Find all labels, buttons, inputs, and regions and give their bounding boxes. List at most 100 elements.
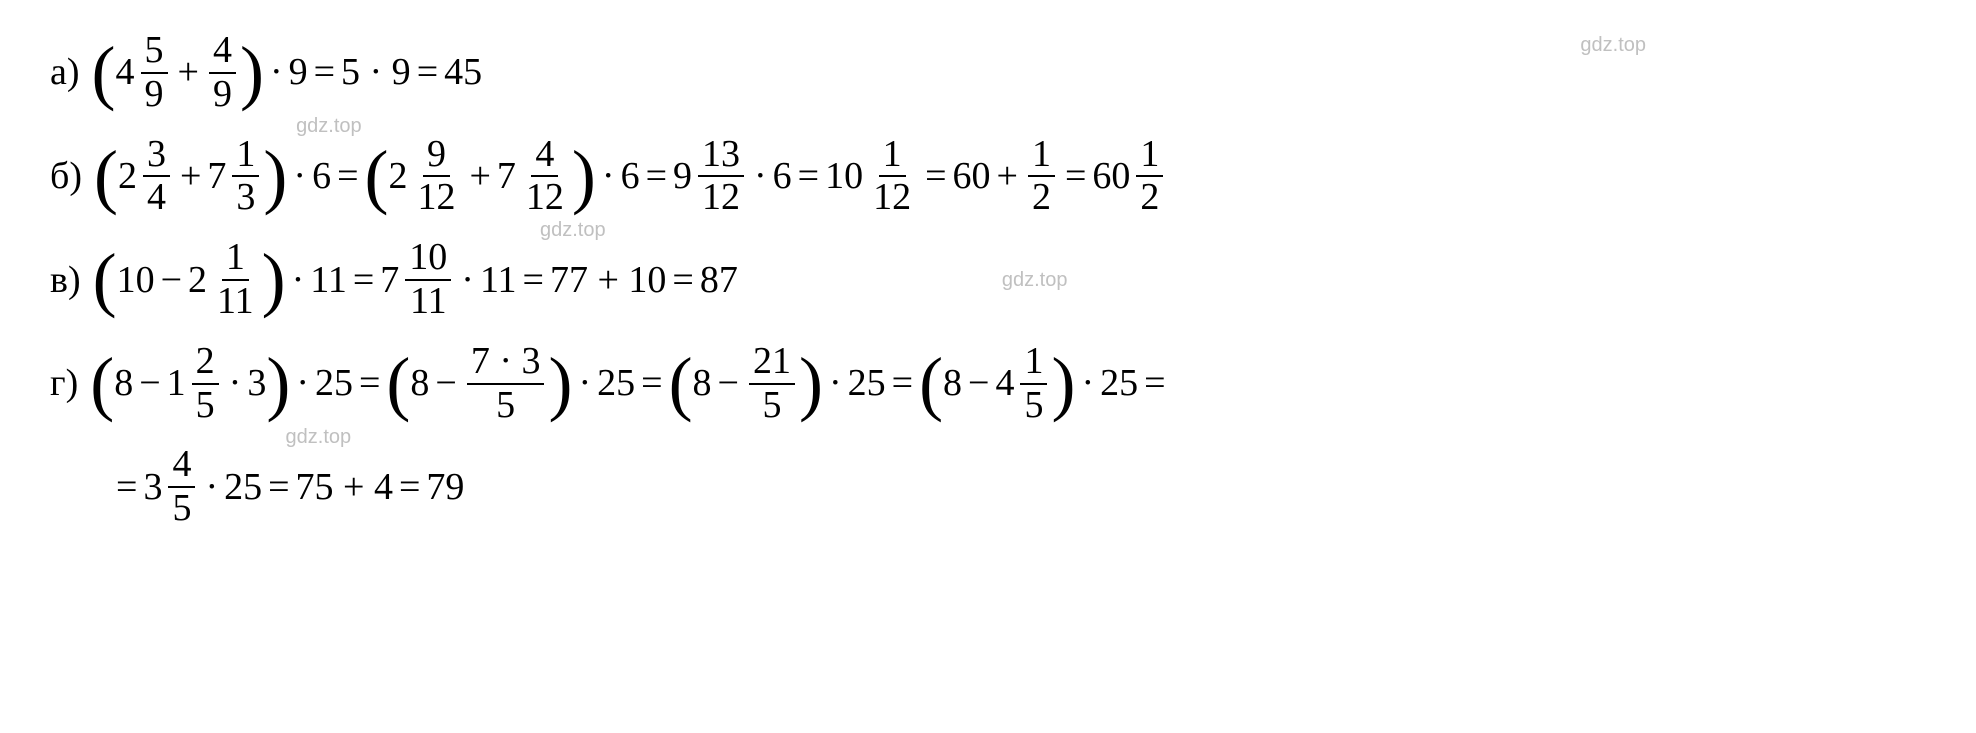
whole-part: 2 — [188, 250, 207, 311]
equals-op: = — [646, 146, 667, 207]
dot-op: · — [270, 42, 283, 103]
equals-op: = — [268, 457, 289, 518]
fraction: 1 2 — [1136, 134, 1163, 220]
dot-op: · — [829, 353, 842, 414]
plus-op: + — [997, 146, 1018, 207]
mixed-fraction: 4 1 5 — [995, 341, 1051, 427]
open-paren: ( — [93, 251, 117, 309]
line-c: в) ( 10 − 2 1 11 ) · 11 = 7 10 11 · 11 =… — [50, 237, 1926, 323]
denominator: 5 — [192, 385, 219, 427]
whole-part: 60 — [1092, 146, 1130, 207]
line-b: б) ( 2 3 4 + 7 1 3 ) · gdz.top 6 = ( 2 9… — [50, 134, 1926, 220]
result: 45 — [444, 42, 482, 103]
fraction: 3 4 — [143, 134, 170, 220]
close-paren: ) — [262, 251, 286, 309]
dot-op: · — [602, 146, 615, 207]
denominator: 12 — [869, 177, 915, 219]
open-paren: ( — [90, 355, 114, 413]
dot-op: · — [1081, 353, 1094, 414]
dot-op: · — [578, 353, 591, 414]
equals-op: = — [314, 42, 335, 103]
whole-part: 3 — [143, 457, 162, 518]
denominator: 2 — [1028, 177, 1055, 219]
equals-op: = — [116, 457, 137, 518]
fraction: 21 5 — [749, 341, 795, 427]
denominator: 11 — [213, 281, 258, 323]
mixed-fraction: 1 2 5 — [167, 341, 223, 427]
multiplier: 3 — [247, 353, 266, 414]
line-d-1: г) ( 8 − 1 2 5 · 3 ) · 25 = ( 8 − 7 · 3 … — [50, 341, 1926, 427]
close-paren: ) — [240, 44, 264, 102]
watermark: gdz.top — [296, 110, 362, 142]
fraction: 1 11 — [213, 237, 258, 323]
close-paren: ) — [548, 355, 572, 413]
result: 87 — [700, 250, 738, 311]
mixed-fraction: 7 1 3 — [207, 134, 263, 220]
multiplier: 11 — [480, 250, 517, 311]
mixed-fraction: 7 4 12 — [497, 134, 572, 220]
mixed-fraction: 60 1 2 — [1092, 134, 1167, 220]
numerator: 1 — [222, 237, 249, 281]
const: 8 — [410, 353, 429, 414]
whole-part: 7 — [380, 250, 399, 311]
fraction: 1 12 — [869, 134, 915, 220]
dot-op: · — [205, 457, 218, 518]
equals-op: = — [417, 42, 438, 103]
fraction: 7 · 3 5 — [467, 341, 545, 427]
whole-part: 4 — [116, 42, 135, 103]
denominator: 9 — [209, 74, 236, 116]
mixed-fraction: 2 9 12 — [388, 134, 463, 220]
denominator: 12 — [698, 177, 744, 219]
numerator: 1 — [232, 134, 259, 178]
fraction: 4 5 — [168, 444, 195, 530]
minus-op: − — [161, 250, 182, 311]
watermark: gdz.top — [1002, 264, 1068, 296]
open-paren: ( — [669, 355, 693, 413]
numerator: 1 — [879, 134, 906, 178]
mixed-fraction: 4 5 9 — [116, 30, 172, 116]
label-d: г) — [50, 353, 78, 414]
fraction: 1 5 — [1020, 341, 1047, 427]
expression: 5 · 9 — [341, 42, 411, 103]
const: 60 — [953, 146, 991, 207]
line-a: а) ( 4 5 9 + 4 9 ) · 9 = 5 · 9 = 45 gdz.… — [50, 30, 1926, 116]
minus-op: − — [968, 353, 989, 414]
fraction: 1 3 — [232, 134, 259, 220]
close-paren: ) — [263, 148, 287, 206]
whole-part: 4 — [995, 353, 1014, 414]
close-paren: ) — [1051, 355, 1075, 413]
mixed-fraction: 3 4 5 — [143, 444, 199, 530]
dot-op: · — [292, 250, 305, 311]
whole-part: 2 — [388, 146, 407, 207]
whole-part: 7 — [207, 146, 226, 207]
const: 8 — [693, 353, 712, 414]
dot-op: · — [293, 146, 306, 207]
equals-op: = — [892, 353, 913, 414]
whole-part: 2 — [118, 146, 137, 207]
denominator: 12 — [413, 177, 459, 219]
mixed-fraction: 10 1 12 — [825, 134, 919, 220]
plus-op: + — [469, 146, 490, 207]
close-paren: ) — [572, 148, 596, 206]
multiplier: 25 — [224, 457, 262, 518]
numerator: 5 — [141, 30, 168, 74]
fraction: 9 12 — [413, 134, 459, 220]
mixed-fraction: 9 13 12 — [673, 134, 748, 220]
multiplier: 25 — [315, 353, 353, 414]
denominator: 5 — [168, 488, 195, 530]
denominator: 5 — [758, 385, 785, 427]
label-c: в) — [50, 250, 81, 311]
multiplier: 9 — [289, 42, 308, 103]
multiplier: 11 — [310, 250, 347, 311]
fraction: 2 5 — [192, 341, 219, 427]
equals-op: = — [337, 146, 358, 207]
denominator: 5 — [492, 385, 519, 427]
open-paren: ( — [92, 44, 116, 102]
denominator: 9 — [141, 74, 168, 116]
denominator: 3 — [232, 177, 259, 219]
mixed-fraction: 2 1 11 — [188, 237, 262, 323]
open-paren: ( — [386, 355, 410, 413]
multiplier: 6 — [773, 146, 792, 207]
open-paren: ( — [919, 355, 943, 413]
numerator: 4 — [168, 444, 195, 488]
